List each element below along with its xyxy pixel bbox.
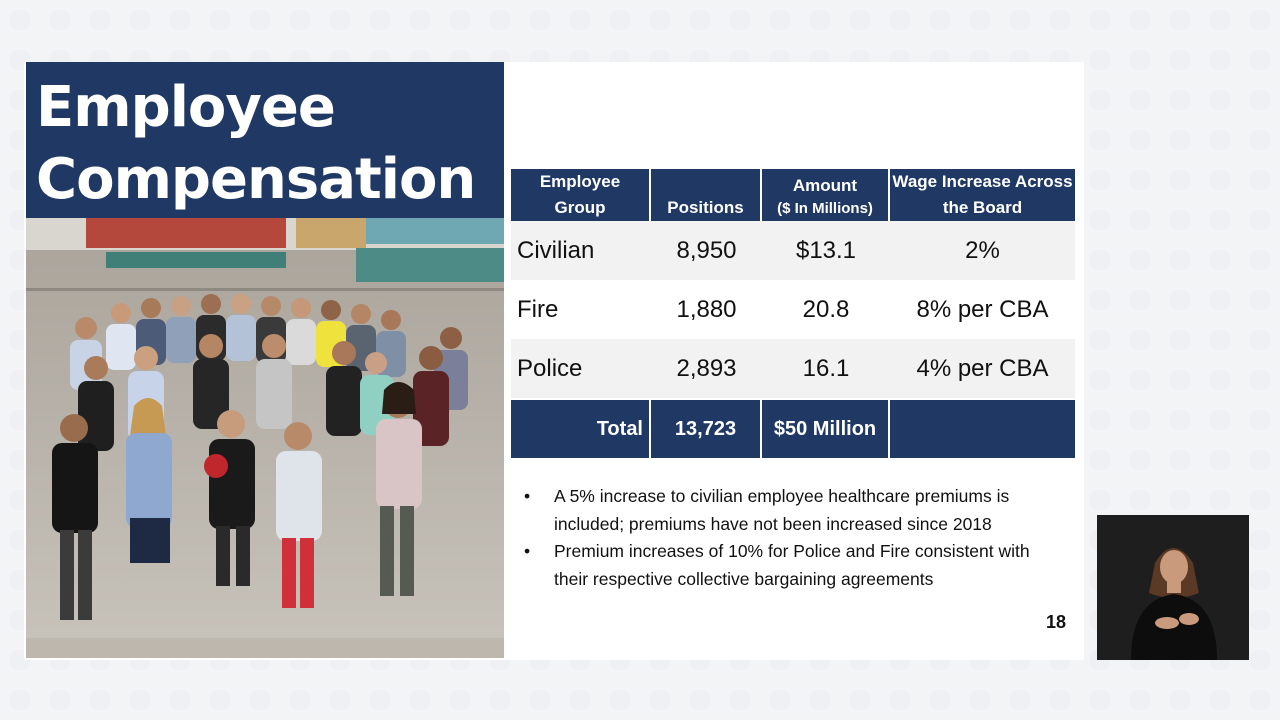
total-wage xyxy=(890,398,1075,458)
cell-group: Fire xyxy=(511,280,651,339)
page-number: 18 xyxy=(1046,612,1067,632)
notes-list: • A 5% increase to civilian employee hea… xyxy=(520,483,1065,593)
cell-amount: $13.1 xyxy=(762,221,890,280)
header-positions: Positions xyxy=(651,169,762,221)
header-amount: Amount ($ In Millions) xyxy=(762,169,890,221)
cell-group: Civilian xyxy=(511,221,651,280)
cell-positions: 1,880 xyxy=(651,280,762,339)
cell-wage: 8% per CBA xyxy=(890,280,1075,339)
slide-title: Employee Compensation xyxy=(36,72,476,216)
total-label: Total xyxy=(511,398,651,458)
header-amount-unit: ($ In Millions) xyxy=(777,200,873,217)
header-employee-group: Employee Group xyxy=(511,169,651,221)
compensation-table: Employee Group Positions Amount ($ In Mi… xyxy=(511,169,1075,458)
cell-positions: 8,950 xyxy=(651,221,762,280)
sign-language-interpreter-video xyxy=(1097,515,1249,660)
cell-amount: 16.1 xyxy=(762,339,890,398)
cell-group: Police xyxy=(511,339,651,398)
table-row: Fire 1,880 20.8 8% per CBA xyxy=(511,280,1075,339)
note-text: Premium increases of 10% for Police and … xyxy=(554,541,1030,589)
title-line-2: Compensation xyxy=(36,147,476,212)
note-text: A 5% increase to civilian employee healt… xyxy=(554,486,1010,534)
cell-amount: 20.8 xyxy=(762,280,890,339)
total-amount: $50 Million xyxy=(762,398,890,458)
bullet-icon: • xyxy=(524,541,531,561)
interpreter-illustration xyxy=(1097,515,1249,660)
table-row: Civilian 8,950 $13.1 2% xyxy=(511,221,1075,280)
header-amount-label: Amount xyxy=(792,176,858,195)
table-header-row: Employee Group Positions Amount ($ In Mi… xyxy=(511,169,1075,221)
header-wage-increase: Wage Increase Across the Board xyxy=(890,169,1075,221)
group-photo xyxy=(26,218,504,658)
list-item: • A 5% increase to civilian employee hea… xyxy=(520,483,1065,538)
list-item: • Premium increases of 10% for Police an… xyxy=(520,538,1065,593)
cell-wage: 2% xyxy=(890,221,1075,280)
bullet-icon: • xyxy=(524,486,531,506)
title-line-1: Employee xyxy=(36,75,336,140)
total-positions: 13,723 xyxy=(651,398,762,458)
group-photo-illustration xyxy=(26,218,504,658)
table-total-row: Total 13,723 $50 Million xyxy=(511,398,1075,458)
cell-positions: 2,893 xyxy=(651,339,762,398)
title-banner: Employee Compensation xyxy=(26,62,504,218)
cell-wage: 4% per CBA xyxy=(890,339,1075,398)
table-row: Police 2,893 16.1 4% per CBA xyxy=(511,339,1075,398)
